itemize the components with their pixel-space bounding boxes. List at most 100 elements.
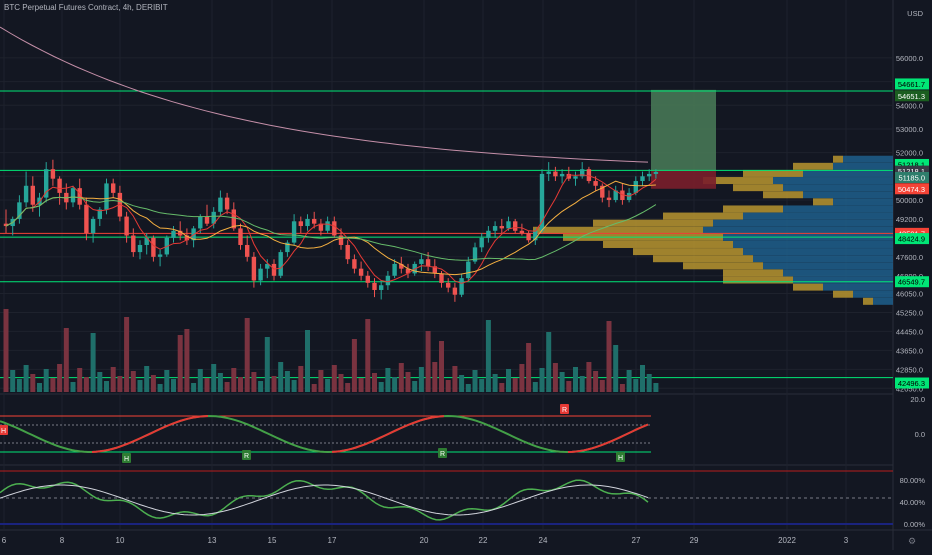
candle-body [50, 169, 56, 179]
candle-body [472, 247, 478, 262]
volume-bar [70, 382, 76, 392]
time-tick-label: 8 [60, 536, 65, 545]
candle-body [586, 169, 592, 182]
volume-bar [425, 331, 431, 392]
price-tag-label: 42496.3 [898, 379, 925, 388]
volume-bar [164, 370, 170, 392]
candle-body [231, 209, 236, 229]
candle-body [131, 235, 136, 253]
candle-body [124, 216, 129, 236]
candle-body [479, 237, 484, 248]
candle-body [157, 254, 163, 257]
price-tag-label: 51218.1 [898, 160, 925, 169]
volume-bar [171, 379, 176, 392]
candle-body [573, 176, 578, 179]
candle-body [466, 261, 471, 279]
candle-body [218, 197, 223, 212]
signal-label: R [440, 451, 445, 458]
volume-profile-bar [703, 177, 773, 185]
price-tick-label: 46050.0 [896, 290, 923, 299]
candle-body [104, 183, 109, 210]
osc2-level-label: 40.00% [900, 498, 926, 507]
candle-body [559, 173, 565, 177]
osc-zero-label: 0.0 [915, 430, 925, 439]
ma-long-line [0, 26, 649, 163]
candle-body [224, 197, 230, 210]
time-tick-label: 29 [690, 536, 699, 545]
price-tag [895, 78, 929, 90]
price-tag [895, 90, 929, 102]
chart-title: BTC Perpetual Futures Contract, 4h, DERI… [4, 3, 168, 12]
price-tag [895, 377, 929, 389]
price-tick-label: 47600.0 [896, 253, 923, 262]
signal-badge [438, 448, 447, 458]
candle-body [566, 173, 571, 179]
volume-bar [284, 371, 290, 392]
time-tick-label: 20 [420, 536, 429, 545]
time-tick-label: 22 [479, 536, 488, 545]
volume-bar [479, 379, 485, 392]
candle-body [526, 233, 531, 241]
time-tick-label: 15 [268, 536, 277, 545]
price-tag-label: 54661.7 [898, 80, 925, 89]
candle-body [198, 216, 203, 229]
candle-body [385, 275, 391, 286]
price-tag-label: 50474.3 [898, 185, 925, 194]
volume-bar [519, 364, 525, 392]
volume-bar [385, 368, 391, 392]
volume-bar [506, 369, 511, 392]
volume-profile-bar [853, 290, 893, 298]
price-tick-label: 54000.0 [896, 101, 923, 110]
volume-bar [197, 369, 203, 392]
volume-bar [37, 383, 42, 392]
price-tag [895, 233, 929, 245]
candle-body [653, 171, 659, 174]
volume-bar [351, 339, 357, 392]
volume-bar [110, 367, 116, 392]
volume-bar [211, 364, 217, 392]
candle-body [137, 244, 143, 253]
candle-body [352, 259, 357, 269]
candle-body [265, 263, 270, 269]
signal-badge [560, 404, 569, 414]
signal-badge [122, 453, 131, 463]
volume-bar [191, 383, 197, 392]
price-tick-label: 50000.0 [896, 196, 923, 205]
ma-slow-line [5, 196, 657, 261]
volume-bar [512, 378, 518, 392]
volume-profile-bar [703, 226, 893, 234]
volume-bar [204, 378, 210, 392]
volume-bar [619, 384, 625, 392]
volume-bar [50, 378, 56, 392]
osc2-level-label: 0.00% [904, 520, 926, 529]
candle-body [606, 197, 612, 200]
volume-bar [452, 366, 458, 392]
volume-bar [412, 381, 418, 392]
volume-bar [325, 379, 331, 392]
position-loss-zone [651, 170, 716, 189]
position-profit-zone [651, 89, 716, 171]
volume-profile-bar [793, 283, 823, 291]
candle-body [600, 185, 605, 198]
volume-bar [345, 383, 351, 392]
volume-profile-bar [663, 212, 743, 220]
price-tag-label: 51185.0 [898, 173, 925, 182]
osc2-level-label: 80.00% [900, 476, 926, 485]
volume-bar [338, 374, 344, 392]
candle-body [506, 221, 511, 229]
candle-body [111, 183, 116, 193]
volume-bar [238, 377, 243, 392]
volume-profile-bar [753, 255, 893, 263]
volume-bar [244, 318, 250, 392]
volume-bar [640, 365, 645, 392]
volume-bar [599, 380, 605, 392]
volume-bar [365, 319, 371, 392]
volume-bar [593, 371, 599, 392]
price-tick-label: 53000.0 [896, 125, 923, 134]
signal-label: H [618, 455, 623, 462]
volume-profile-bar [743, 169, 803, 177]
candle-body [238, 228, 243, 245]
volume-bar [398, 363, 404, 392]
